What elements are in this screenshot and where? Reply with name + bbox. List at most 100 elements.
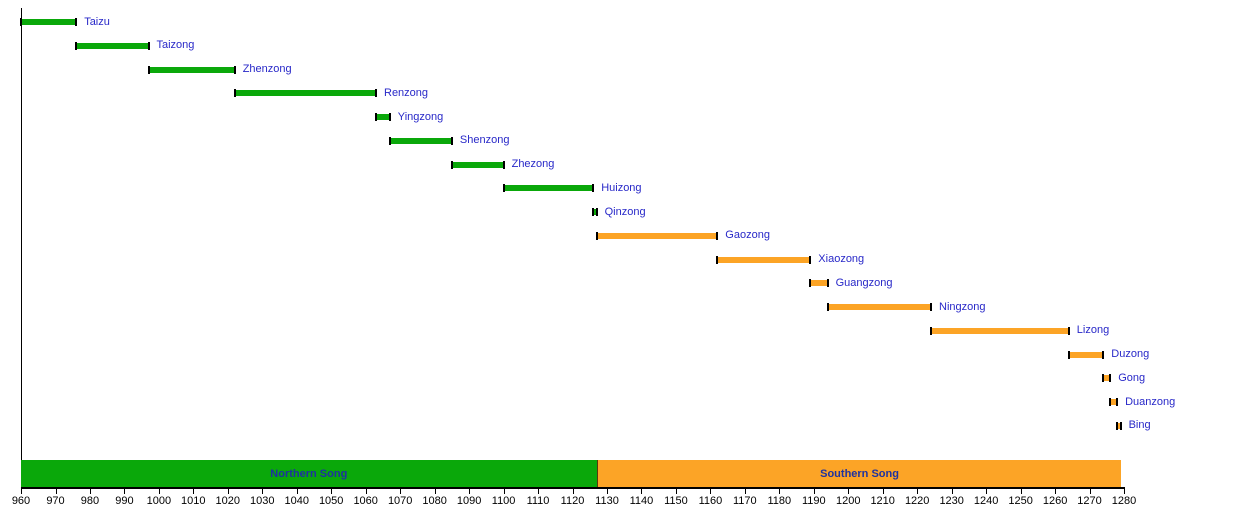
reign-end-cap — [502, 160, 505, 169]
emperor-label: Shenzong — [459, 134, 510, 147]
y-axis-line — [21, 8, 22, 488]
axis-tick — [296, 489, 298, 494]
reign-bar — [1117, 422, 1121, 429]
reign-bar — [503, 185, 594, 192]
reign-start-cap — [826, 303, 829, 312]
emperor-label: Zhenzong — [242, 63, 292, 75]
reign-end-cap — [388, 113, 391, 121]
reign-bar — [717, 256, 811, 263]
emperor-label: Lizong — [1076, 324, 1110, 337]
axis-tick — [675, 489, 677, 494]
reign-end-cap — [1116, 398, 1119, 407]
axis-tick-label: 1270 — [1077, 495, 1102, 507]
reign-start-cap — [1109, 398, 1112, 407]
axis-tick — [503, 489, 505, 494]
axis-tick-label: 1130 — [595, 495, 619, 507]
axis-tick — [331, 489, 333, 494]
axis-tick — [434, 489, 436, 494]
axis-tick — [1020, 489, 1022, 494]
reign-end-cap — [233, 65, 236, 74]
reign-start-cap — [716, 255, 719, 264]
axis-tick-label: 1000 — [146, 495, 172, 507]
axis-tick — [986, 489, 988, 494]
reign-bar — [1103, 375, 1111, 382]
emperor-label: Renzong — [384, 86, 429, 99]
emperor-label: Duanzong — [1125, 395, 1176, 408]
axis-tick — [469, 489, 471, 494]
period-label: Southern Song — [820, 467, 899, 480]
reign-bar — [21, 19, 77, 25]
reign-bar — [389, 137, 452, 144]
axis-tick — [193, 489, 195, 494]
reign-start-cap — [930, 326, 932, 335]
reign-end-cap — [1109, 374, 1112, 383]
emperor-label: Duzong — [1111, 348, 1150, 361]
period-southern-song: Southern Song — [596, 460, 1122, 487]
axis-tick-label: 1110 — [526, 495, 550, 507]
axis-tick — [848, 489, 850, 494]
axis-tick-label: 1070 — [387, 495, 413, 507]
reign-start-cap — [75, 41, 78, 50]
reign-bar — [1068, 351, 1104, 358]
reign-start-cap — [1102, 374, 1105, 383]
reign-bar — [76, 42, 149, 49]
axis-tick-label: 970 — [46, 495, 65, 507]
axis-tick — [641, 489, 643, 494]
reign-start-cap — [502, 184, 505, 193]
reign-start-cap — [592, 208, 595, 217]
reign-end-cap — [592, 184, 595, 193]
axis-tick-label: 1030 — [250, 495, 275, 507]
axis-tick — [262, 489, 264, 494]
axis-tick — [951, 489, 953, 494]
reign-bar — [451, 161, 504, 168]
axis-tick — [55, 489, 57, 494]
axis-tick-label: 1100 — [491, 495, 516, 507]
reign-end-cap — [1119, 421, 1122, 430]
reign-start-cap — [388, 136, 391, 145]
axis-tick — [158, 489, 160, 494]
reign-start-cap — [1067, 350, 1070, 359]
axis-tick-label: 1140 — [629, 495, 654, 507]
reign-bar — [1110, 399, 1118, 406]
reign-start-cap — [233, 89, 236, 98]
axis-tick — [1055, 489, 1057, 494]
reign-bar — [810, 280, 828, 287]
emperor-label: Qinzong — [604, 205, 646, 218]
axis-tick — [882, 489, 884, 494]
emperor-label: Huizong — [601, 181, 642, 194]
emperor-label: Zhezong — [511, 158, 555, 171]
axis-tick — [744, 489, 746, 494]
axis-tick-label: 1280 — [1111, 495, 1137, 507]
axis-tick — [813, 489, 815, 494]
period-northern-song: Northern Song — [21, 460, 597, 487]
axis-tick-label: 1060 — [353, 495, 378, 507]
reign-start-cap — [1116, 421, 1119, 430]
axis-tick-label: 1020 — [215, 495, 241, 507]
axis-tick-label: 1210 — [870, 495, 895, 507]
axis-tick — [710, 489, 712, 494]
axis-tick-label: 1050 — [318, 495, 344, 507]
emperor-label: Xiaozong — [818, 253, 865, 266]
reign-end-cap — [1067, 326, 1070, 335]
axis-tick-label: 1180 — [767, 495, 792, 507]
axis-tick-label: 1120 — [560, 495, 585, 507]
axis-tick-label: 1220 — [904, 495, 930, 507]
reign-bar — [376, 114, 390, 120]
reign-end-cap — [75, 18, 78, 26]
axis-tick-label: 960 — [11, 495, 31, 507]
axis-tick — [1089, 489, 1091, 494]
axis-tick — [227, 489, 229, 494]
axis-tick — [365, 489, 367, 494]
reign-bar — [148, 66, 235, 73]
axis-tick-label: 1010 — [181, 495, 206, 507]
emperor-label: Guangzong — [835, 276, 893, 289]
reign-end-cap — [595, 208, 598, 217]
reign-end-cap — [716, 231, 719, 240]
reign-end-cap — [450, 136, 453, 145]
axis-tick — [779, 489, 781, 494]
reign-end-cap — [930, 303, 932, 312]
axis-tick — [917, 489, 919, 494]
axis-tick — [1124, 489, 1125, 494]
emperor-label: Yingzong — [397, 110, 444, 123]
